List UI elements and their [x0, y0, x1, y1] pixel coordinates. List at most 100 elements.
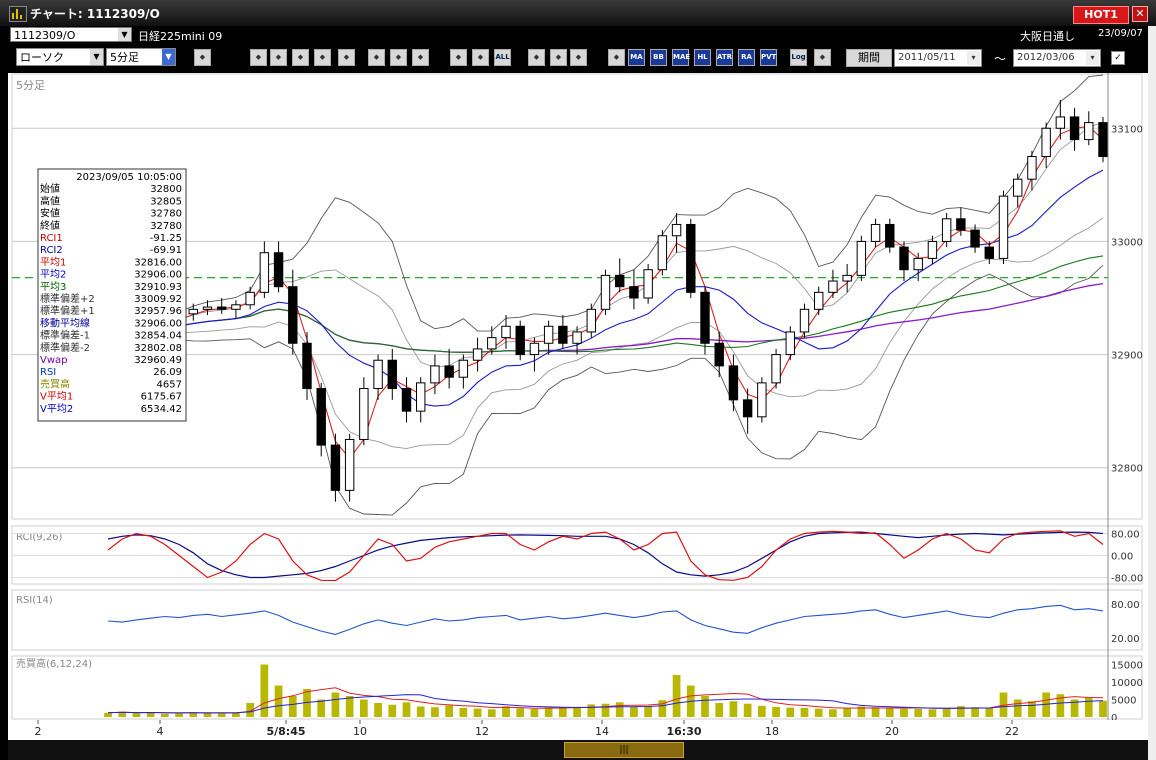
- candle[interactable]: [1027, 150, 1037, 191]
- bb-button[interactable]: BB: [650, 49, 667, 66]
- candle[interactable]: [899, 241, 909, 282]
- calendar-icon[interactable]: ▾: [1086, 51, 1099, 65]
- mae-button[interactable]: MAE: [672, 49, 690, 66]
- candle[interactable]: [401, 377, 412, 423]
- candle[interactable]: [572, 326, 582, 355]
- symbol-select[interactable]: 1112309/O ▼: [10, 27, 132, 42]
- candle[interactable]: [927, 235, 938, 265]
- candle[interactable]: [529, 337, 540, 372]
- candle[interactable]: [302, 331, 312, 400]
- candle[interactable]: [501, 314, 511, 349]
- gear-button[interactable]: ◆: [528, 49, 545, 66]
- copy-button[interactable]: ◆: [814, 49, 831, 66]
- undo-button[interactable]: ◆: [412, 49, 429, 66]
- candle[interactable]: [1084, 111, 1094, 146]
- candle[interactable]: [344, 433, 355, 502]
- candle[interactable]: [615, 258, 625, 293]
- chevron-down-icon[interactable]: ▼: [118, 28, 131, 41]
- chevron-down-icon[interactable]: ▼: [162, 49, 175, 65]
- candle[interactable]: [700, 286, 710, 355]
- candle[interactable]: [1055, 99, 1066, 140]
- candle[interactable]: [316, 382, 326, 457]
- brush-button[interactable]: ◆: [550, 49, 567, 66]
- candle[interactable]: [458, 354, 469, 389]
- interval-select[interactable]: 5分足 ▼: [106, 48, 176, 66]
- chart-area[interactable]: 5分足 RCI(9,26) RSI(14) 売買高(6,12,24) 80.00…: [8, 73, 1148, 740]
- candle[interactable]: [330, 433, 341, 502]
- candle[interactable]: [245, 286, 255, 310]
- candle[interactable]: [657, 230, 668, 276]
- pvt-button[interactable]: PVT: [760, 49, 777, 66]
- close-button[interactable]: ✕: [1132, 6, 1148, 22]
- cursor-button[interactable]: ◆: [390, 49, 407, 66]
- period-button[interactable]: ◆: [608, 49, 625, 66]
- alert-button[interactable]: ◆: [338, 49, 355, 66]
- candle[interactable]: [885, 218, 895, 253]
- candle[interactable]: [1098, 116, 1108, 163]
- candle[interactable]: [1069, 107, 1080, 151]
- candle[interactable]: [288, 269, 298, 355]
- candle[interactable]: [515, 320, 525, 361]
- scroll-thumb[interactable]: |||: [564, 742, 684, 758]
- date-range-checkbox[interactable]: ✓: [1111, 51, 1125, 65]
- candle[interactable]: [686, 218, 696, 298]
- candle[interactable]: [273, 241, 284, 293]
- candle[interactable]: [188, 303, 198, 321]
- candle[interactable]: [217, 298, 227, 314]
- candle[interactable]: [956, 207, 966, 236]
- candle[interactable]: [387, 348, 397, 400]
- candle[interactable]: [259, 241, 270, 298]
- candle[interactable]: [586, 303, 596, 338]
- candle[interactable]: [814, 286, 824, 315]
- candle[interactable]: [742, 388, 753, 434]
- atr-button[interactable]: ATR: [716, 49, 733, 66]
- log-button[interactable]: Log: [790, 49, 807, 66]
- ma-button[interactable]: MA: [628, 49, 645, 66]
- palette-button[interactable]: ◆: [570, 49, 587, 66]
- candle[interactable]: [913, 252, 923, 282]
- to-date-field[interactable]: 2012/03/06 ▾: [1013, 49, 1101, 67]
- all-button[interactable]: ALL: [494, 49, 511, 66]
- candle[interactable]: [359, 377, 369, 446]
- candle[interactable]: [998, 190, 1009, 265]
- table-button[interactable]: ◆: [292, 49, 309, 66]
- candle[interactable]: [202, 300, 213, 315]
- candle-mark-button[interactable]: ◆: [314, 49, 331, 66]
- bar-button[interactable]: ◆: [270, 49, 287, 66]
- candle[interactable]: [416, 377, 426, 423]
- candle[interactable]: [870, 218, 881, 248]
- candle[interactable]: [828, 269, 838, 298]
- candle[interactable]: [941, 213, 952, 248]
- candle[interactable]: [728, 354, 739, 412]
- candle[interactable]: [643, 264, 653, 304]
- ra-button[interactable]: RA: [738, 49, 755, 66]
- candle[interactable]: [430, 354, 440, 395]
- candle[interactable]: [1041, 122, 1051, 168]
- calendar-icon[interactable]: ▾: [967, 51, 980, 65]
- period-button[interactable]: 期間: [846, 49, 892, 67]
- candle[interactable]: [231, 300, 241, 319]
- candle[interactable]: [771, 348, 781, 389]
- hl-button[interactable]: HL: [694, 49, 711, 66]
- candle[interactable]: [984, 241, 994, 265]
- search-button[interactable]: ◆: [194, 49, 211, 66]
- candle[interactable]: [373, 354, 383, 400]
- candle[interactable]: [472, 337, 483, 372]
- candle[interactable]: [856, 235, 867, 282]
- candle[interactable]: [558, 314, 568, 349]
- candle[interactable]: [757, 377, 767, 423]
- chart-type-select[interactable]: ローソク ▼: [16, 48, 104, 66]
- hot-button[interactable]: HOT1: [1073, 6, 1129, 24]
- horizontal-scrollbar[interactable]: |||: [8, 740, 1148, 760]
- chevron-down-icon[interactable]: ▼: [90, 49, 103, 65]
- candle[interactable]: [629, 269, 639, 310]
- stick-b-button[interactable]: ◆: [472, 49, 489, 66]
- candle[interactable]: [714, 331, 724, 378]
- candle[interactable]: [842, 264, 852, 293]
- from-date-field[interactable]: 2011/05/11 ▾: [894, 49, 982, 67]
- candle[interactable]: [671, 213, 682, 253]
- candle[interactable]: [600, 269, 611, 315]
- pen-button[interactable]: ◆: [368, 49, 385, 66]
- draw-line-button[interactable]: ◆: [250, 49, 267, 66]
- candle[interactable]: [1013, 173, 1023, 208]
